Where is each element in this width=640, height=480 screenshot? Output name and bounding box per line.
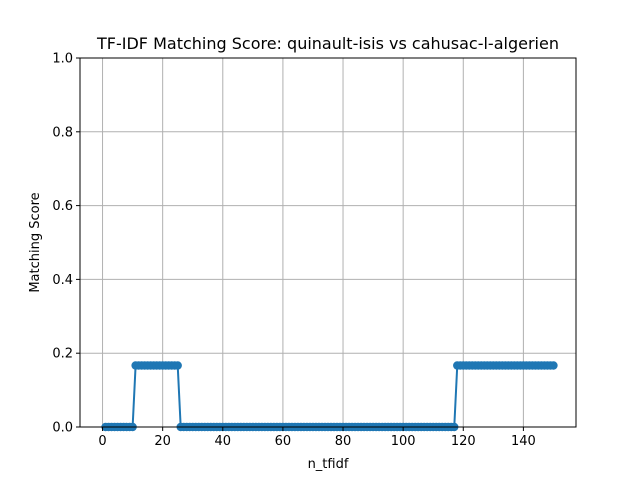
y-tick-label: 0.6	[52, 199, 73, 214]
y-tick-label: 0.8	[52, 125, 73, 140]
y-tick-label: 0.0	[52, 421, 73, 436]
x-axis-ticks: 0 20 40 60 80 100 120 140	[98, 427, 536, 449]
x-tick-label: 100	[391, 434, 416, 449]
y-tick-label: 0.4	[52, 273, 73, 288]
y-tick-label: 1.0	[52, 52, 73, 67]
y-axis-ticks: 0.0 0.2 0.4 0.6 0.8 1.0	[52, 52, 80, 436]
x-tick-label: 20	[154, 434, 171, 449]
x-axis-label: n_tfidf	[308, 457, 349, 472]
chart-title: TF-IDF Matching Score: quinault-isis vs …	[96, 34, 559, 53]
data-point	[173, 361, 182, 370]
data-point	[549, 361, 558, 370]
x-tick-label: 80	[335, 434, 352, 449]
x-tick-label: 60	[275, 434, 292, 449]
x-tick-label: 0	[98, 434, 106, 449]
y-tick-label: 0.2	[52, 347, 73, 362]
x-tick-label: 40	[215, 434, 232, 449]
x-tick-label: 140	[511, 434, 536, 449]
y-axis-label: Matching Score	[28, 192, 43, 292]
plot-frame	[79, 57, 577, 428]
x-tick-label: 120	[451, 434, 476, 449]
